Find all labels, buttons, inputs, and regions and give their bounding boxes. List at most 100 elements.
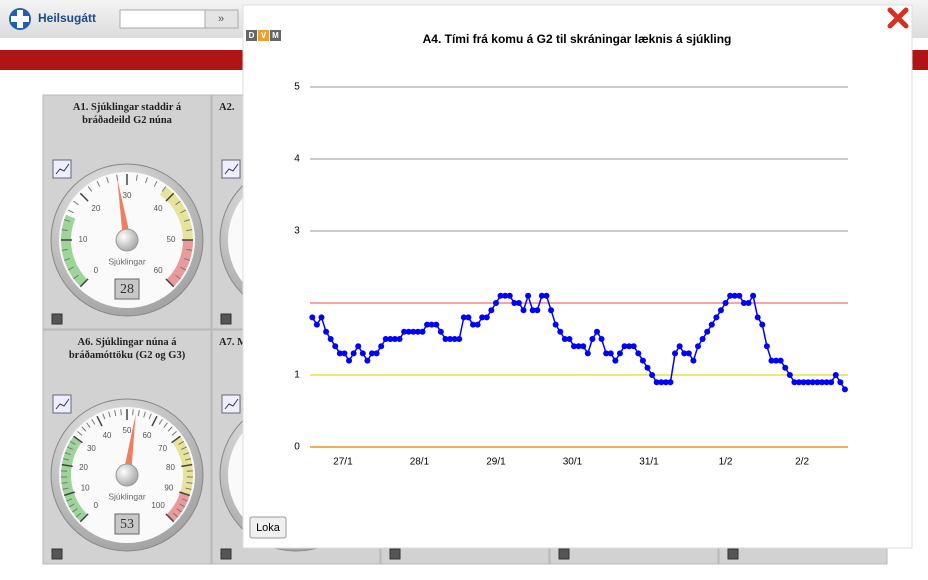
data-point xyxy=(493,300,499,306)
chart-icon xyxy=(53,160,71,178)
data-point xyxy=(828,379,834,385)
gauge-tick-label: 10 xyxy=(79,235,88,244)
gauge-tick-label: 20 xyxy=(91,204,100,213)
data-point xyxy=(842,386,848,392)
view-button-label: D xyxy=(249,31,255,40)
info-icon xyxy=(52,314,62,324)
gauge-unit: Sjúklingar xyxy=(108,256,145,266)
data-point xyxy=(309,314,315,320)
gauge-minor-tick xyxy=(121,409,122,415)
gauge-tick-label: 60 xyxy=(154,266,163,275)
data-point xyxy=(465,314,471,320)
data-point xyxy=(746,300,752,306)
panel-title: A1. Sjúklingar staddir á bráðadeild G2 n… xyxy=(57,101,197,127)
data-point xyxy=(690,358,696,364)
gauge-tick-label: 30 xyxy=(123,191,132,200)
chart-icon xyxy=(222,160,240,178)
data-point xyxy=(553,322,559,328)
data-point xyxy=(456,336,462,342)
data-point xyxy=(521,307,527,313)
y-tick-label: 3 xyxy=(294,226,300,237)
data-point xyxy=(787,372,793,378)
data-point xyxy=(631,343,637,349)
gauge-value: 28 xyxy=(120,282,134,297)
data-point xyxy=(534,307,540,313)
data-point xyxy=(397,336,403,342)
data-point xyxy=(543,293,549,299)
data-point xyxy=(709,322,715,328)
gauge-tick-label: 0 xyxy=(94,501,99,510)
data-point xyxy=(557,329,563,335)
data-point xyxy=(695,343,701,349)
data-point xyxy=(764,343,770,349)
data-point xyxy=(718,307,724,313)
search-input[interactable] xyxy=(120,10,205,28)
panel-title: A6. Sjúklingar núna á bráðamóttöku (G2 o… xyxy=(57,336,197,362)
data-point xyxy=(589,336,595,342)
data-point xyxy=(488,307,494,313)
data-point xyxy=(314,322,320,328)
data-point xyxy=(548,307,554,313)
data-point xyxy=(433,322,439,328)
data-point xyxy=(438,329,444,335)
info-icon xyxy=(221,549,231,559)
panel-title-box: A6. Sjúklingar núna á bráðamóttöku (G2 o… xyxy=(57,336,197,366)
data-point xyxy=(635,350,641,356)
data-point xyxy=(360,350,366,356)
data-point xyxy=(608,350,614,356)
gauge-tick-label: 100 xyxy=(151,501,165,510)
data-point xyxy=(566,336,572,342)
gauge-tick-label: 50 xyxy=(167,235,176,244)
gauge-minor-tick xyxy=(133,409,134,415)
data-point xyxy=(640,358,646,364)
x-tick-label: 29/1 xyxy=(486,457,506,468)
data-point xyxy=(332,343,338,349)
x-tick-label: 31/1 xyxy=(639,457,659,468)
data-point xyxy=(677,343,683,349)
gauge-tick-label: 60 xyxy=(143,431,152,440)
gauge-hub xyxy=(116,464,138,486)
data-point xyxy=(644,365,650,371)
y-tick-label: 0 xyxy=(294,442,300,453)
data-point xyxy=(346,358,352,364)
gauge-tick-label: 20 xyxy=(79,463,88,472)
info-icon xyxy=(728,549,738,559)
chart-icon xyxy=(222,395,240,413)
data-point xyxy=(723,300,729,306)
data-point xyxy=(341,350,347,356)
data-point xyxy=(419,329,425,335)
data-point xyxy=(351,350,357,356)
data-point xyxy=(755,314,761,320)
panel-title-box: A1. Sjúklingar staddir á bráðadeild G2 n… xyxy=(57,101,197,131)
data-point xyxy=(833,372,839,378)
view-button-label: M xyxy=(272,31,279,40)
x-tick-label: 30/1 xyxy=(563,457,583,468)
gauge-tick-label: 10 xyxy=(81,484,90,493)
info-icon xyxy=(221,314,231,324)
data-point xyxy=(525,293,531,299)
data-point xyxy=(580,343,586,349)
data-point xyxy=(686,350,692,356)
view-button-label: V xyxy=(261,31,267,40)
info-icon xyxy=(52,549,62,559)
data-point xyxy=(318,314,324,320)
data-point xyxy=(364,358,370,364)
data-point xyxy=(585,350,591,356)
data-point xyxy=(700,336,706,342)
data-point xyxy=(516,300,522,306)
gauge-tick-label: 70 xyxy=(158,444,167,453)
info-icon xyxy=(390,549,400,559)
brand: Heilsugátt xyxy=(38,11,96,25)
x-tick-label: 28/1 xyxy=(410,457,430,468)
data-point xyxy=(484,314,490,320)
x-tick-label: 27/1 xyxy=(333,457,353,468)
gauge-tick-label: 0 xyxy=(94,266,99,275)
x-tick-label: 2/2 xyxy=(795,457,809,468)
data-point xyxy=(750,293,756,299)
modal: A4. Tími frá komu á G2 til skráningar læ… xyxy=(243,5,912,548)
gauge-tick-label: 40 xyxy=(103,431,112,440)
data-point xyxy=(475,322,481,328)
gauge-tick-label: 90 xyxy=(164,484,173,493)
